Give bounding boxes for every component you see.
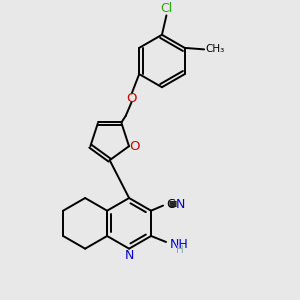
Text: H: H (176, 245, 184, 255)
Text: O: O (129, 140, 140, 153)
Text: O: O (126, 92, 136, 105)
Text: C: C (166, 198, 175, 211)
Text: N: N (176, 198, 185, 211)
Text: NH: NH (169, 238, 188, 251)
Text: N: N (125, 249, 134, 262)
Text: CH₃: CH₃ (206, 44, 225, 54)
Text: Cl: Cl (160, 2, 172, 15)
